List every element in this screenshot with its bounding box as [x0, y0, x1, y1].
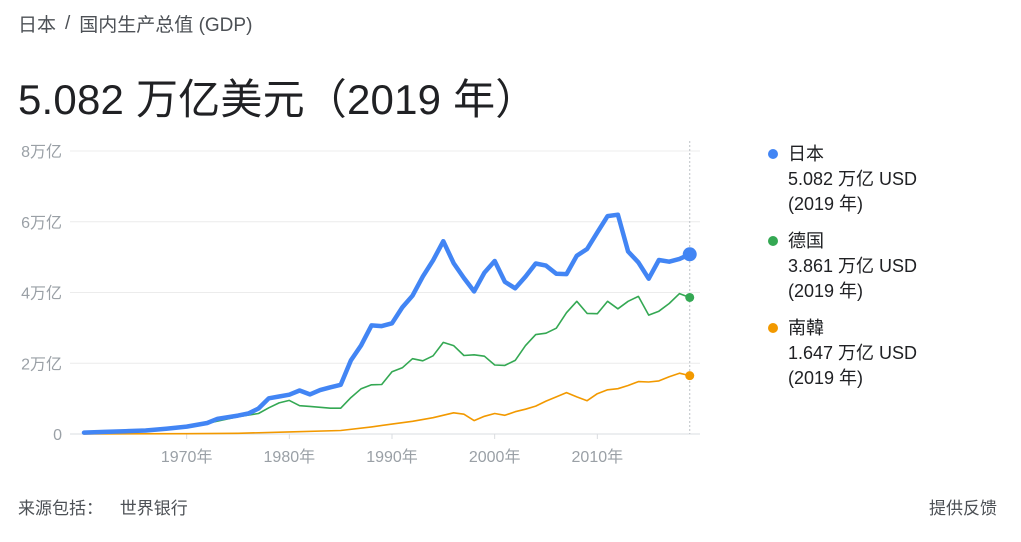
legend-value-korea: 1.647 万亿 USD	[788, 343, 918, 363]
legend: 日本 5.082 万亿 USD (2019 年) 德国 3.861 万亿 USD…	[768, 142, 917, 403]
x-tick-label: 1980年	[264, 448, 316, 466]
legend-year-korea: (2019 年)	[788, 368, 864, 388]
source-name: 世界银行	[119, 499, 188, 518]
legend-year-japan: (2019 年)	[788, 194, 864, 214]
legend-dot-korea	[768, 323, 778, 333]
x-tick-label: 2000年	[469, 448, 521, 466]
series-end-dot-germany[interactable]	[685, 292, 695, 302]
legend-name-japan: 日本	[788, 144, 824, 164]
x-tick-label: 1970年	[161, 448, 213, 466]
breadcrumb: 日本 / 国内生产总值 (GDP)	[18, 10, 252, 37]
x-tick-label: 1990年	[366, 448, 418, 466]
series-end-dot-korea[interactable]	[685, 371, 695, 381]
y-tick-label: 4万亿	[21, 285, 62, 303]
series-end-dot-japan[interactable]	[682, 247, 697, 262]
legend-dot-germany	[768, 236, 778, 246]
legend-value-japan: 5.082 万亿 USD	[788, 169, 918, 189]
y-tick-label: 2万亿	[21, 355, 62, 373]
y-axis-labels: 0 2万亿 4万亿 6万亿 8万亿	[21, 143, 62, 444]
gdp-line-chart[interactable]: 0 2万亿 4万亿 6万亿 8万亿 1970年 1980年 1990年 2000年 2010年	[0, 130, 740, 480]
series-end-dots	[682, 247, 697, 381]
legend-dot-japan	[768, 149, 778, 159]
breadcrumb-metric: 国内生产总值 (GDP)	[79, 15, 253, 36]
legend-value-germany: 3.861 万亿 USD	[788, 256, 918, 276]
series-line-japan	[81, 212, 692, 435]
y-tick-label: 8万亿	[21, 143, 62, 161]
series-line-germany	[185, 292, 691, 428]
breadcrumb-separator: /	[65, 12, 71, 34]
legend-item-japan[interactable]: 日本 5.082 万亿 USD (2019 年)	[768, 142, 917, 217]
legend-item-germany[interactable]: 德国 3.861 万亿 USD (2019 年)	[768, 229, 917, 304]
x-axis-labels: 1970年 1980年 1990年 2000年 2010年	[161, 434, 623, 466]
grid-lines	[70, 150, 700, 435]
y-tick-label: 6万亿	[21, 214, 62, 232]
breadcrumb-country-link[interactable]: 日本	[18, 15, 57, 36]
legend-name-germany: 德国	[788, 231, 824, 251]
feedback-link[interactable]: 提供反馈	[929, 499, 997, 518]
source-attribution: 来源包括： 世界银行	[18, 494, 188, 519]
source-label: 来源包括：	[18, 499, 103, 518]
legend-name-korea: 南韓	[788, 318, 824, 338]
series-lines	[81, 212, 692, 435]
legend-item-korea[interactable]: 南韓 1.647 万亿 USD (2019 年)	[768, 316, 917, 391]
x-tick-label: 2010年	[572, 448, 624, 466]
y-tick-label: 0	[53, 427, 62, 444]
page-title: 5.082 万亿美元（2019 年）	[18, 76, 538, 123]
series-line-korea	[83, 372, 691, 435]
legend-year-germany: (2019 年)	[788, 281, 864, 301]
